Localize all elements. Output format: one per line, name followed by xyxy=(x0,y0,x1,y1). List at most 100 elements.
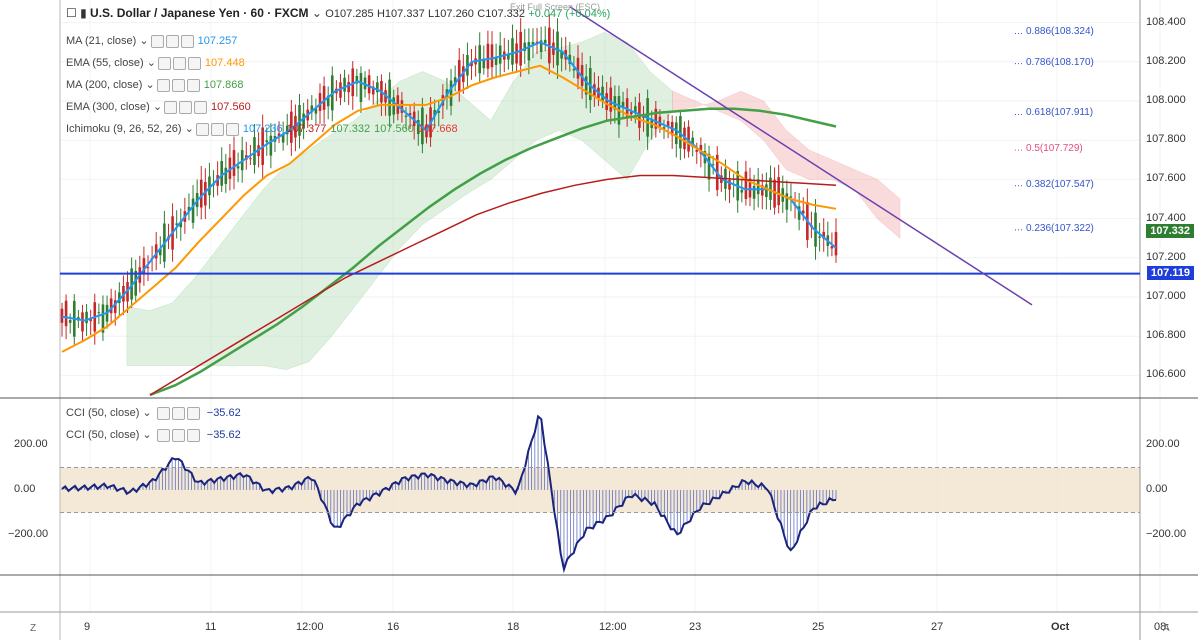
x-tick-label: 18 xyxy=(507,621,520,633)
chart-header: ☐ ▮ U.S. Dollar / Japanese Yen · 60 · FX… xyxy=(66,6,610,20)
eye-icon[interactable] xyxy=(156,406,170,420)
cci-pane xyxy=(61,414,837,574)
indicator-legend[interactable]: MA (21, close) ⌄ 107.257 xyxy=(66,34,237,48)
auto-scale-button[interactable]: A xyxy=(1163,623,1170,634)
indicator-legend[interactable]: EMA (55, close) ⌄ 107.448 xyxy=(66,56,245,70)
fib-level-label: 0.5(107.729) xyxy=(1026,143,1083,155)
chevron-down-icon[interactable]: ⌄ xyxy=(311,6,326,20)
collapse-icon[interactable]: ☐ xyxy=(66,6,81,20)
y-tick-label: 106.600 xyxy=(1146,368,1186,381)
indicator-legend[interactable]: Ichimoku (9, 26, 52, 26) ⌄ 107.236 107.377… xyxy=(66,122,458,136)
eye-icon[interactable] xyxy=(195,122,209,136)
candle-body xyxy=(470,61,473,67)
candle-body xyxy=(498,45,502,64)
close-icon[interactable] xyxy=(186,406,200,420)
eye-icon[interactable] xyxy=(156,428,170,442)
gear-icon[interactable] xyxy=(179,100,193,114)
change-value: +0.047 (+0.04%) xyxy=(528,8,611,20)
candle-body xyxy=(224,167,228,184)
eye-icon[interactable] xyxy=(156,78,170,92)
candle-body xyxy=(478,45,482,74)
trend-line xyxy=(569,6,1033,306)
candle-body xyxy=(134,270,138,296)
exit-fullscreen-hint[interactable]: Exit Full Screen (ESC) xyxy=(510,2,601,12)
gear-icon[interactable] xyxy=(210,122,224,136)
close-icon[interactable] xyxy=(225,122,239,136)
fib-level-label: 0.382(107.547) xyxy=(1026,178,1094,190)
x-tick-label: 12:00 xyxy=(296,621,324,633)
indicator-lines xyxy=(61,41,837,397)
candle-body xyxy=(314,108,318,114)
candle-body xyxy=(789,196,793,198)
candle-body xyxy=(760,185,764,196)
candle-body xyxy=(490,44,494,68)
candle-body xyxy=(634,106,637,114)
y-tick-label: 107.400 xyxy=(1146,211,1186,224)
candle-body xyxy=(556,31,559,66)
last-price-tag: 107.332 xyxy=(1146,223,1194,238)
candle-body xyxy=(81,312,84,332)
indicator-label: MA (21, close) ⌄ xyxy=(66,35,149,47)
close-icon[interactable] xyxy=(180,34,194,48)
candle-body xyxy=(281,133,285,143)
candle-body xyxy=(834,232,838,256)
candle-body xyxy=(707,153,711,180)
candle-body xyxy=(527,42,531,61)
close-icon[interactable] xyxy=(186,428,200,442)
symbol-title[interactable]: U.S. Dollar / Japanese Yen · 60 · FXCM xyxy=(90,6,309,20)
x-tick-label: 9 xyxy=(84,621,91,633)
candle-body xyxy=(371,86,375,95)
zoom-corner[interactable]: Z xyxy=(30,623,37,634)
candle-body xyxy=(343,77,346,92)
candle-body xyxy=(494,57,498,65)
indicator-label: Ichimoku (9, 26, 52, 26) ⌄ xyxy=(66,123,194,135)
gear-icon[interactable] xyxy=(165,34,179,48)
cci-legend-1[interactable]: CCI (50, close) ⌄ −35.62 xyxy=(66,406,241,420)
candle-body xyxy=(674,122,678,145)
candle-body xyxy=(376,82,379,93)
indicator-legend[interactable]: EMA (300, close) ⌄ 107.560 xyxy=(66,100,251,114)
candle-body xyxy=(572,68,576,71)
indicator-value: 107.236 xyxy=(242,123,283,135)
close-icon[interactable] xyxy=(187,56,201,70)
indicator-value: 107.257 xyxy=(197,35,238,47)
gear-icon[interactable] xyxy=(171,428,185,442)
indicator-value: 107.560 xyxy=(374,123,414,135)
candle-body xyxy=(711,164,715,166)
gear-icon[interactable] xyxy=(171,406,185,420)
candle-body xyxy=(658,116,662,127)
ma200-line xyxy=(149,107,837,397)
candle-body xyxy=(679,116,682,149)
indicator-value: 107.448 xyxy=(204,57,245,69)
eye-icon[interactable] xyxy=(150,34,164,48)
candle-body xyxy=(228,157,232,179)
candle-body xyxy=(531,41,535,46)
eye-icon[interactable] xyxy=(164,100,178,114)
x-tick-label: 25 xyxy=(812,621,825,633)
candle-body xyxy=(60,308,64,323)
x-tick-label: 11 xyxy=(205,621,217,633)
candle-body xyxy=(277,133,281,137)
candle-body xyxy=(588,68,592,100)
candle-body xyxy=(601,86,604,101)
cci-tick-label: −200.00 xyxy=(8,528,49,540)
indicator-legend[interactable]: MA (200, close) ⌄ 107.868 xyxy=(66,78,243,92)
candle-body xyxy=(621,101,625,109)
indicator-label: EMA (300, close) ⌄ xyxy=(66,101,163,113)
close-icon[interactable] xyxy=(194,100,208,114)
indicator-value: 107.332 xyxy=(330,123,371,135)
gear-icon[interactable] xyxy=(171,78,185,92)
candle-body xyxy=(654,108,658,129)
cci-legend-2[interactable]: CCI (50, close) ⌄ −35.62 xyxy=(66,428,241,442)
candle-body xyxy=(187,206,191,212)
gear-icon[interactable] xyxy=(172,56,186,70)
close-icon[interactable] xyxy=(186,78,200,92)
candle-body xyxy=(576,57,580,79)
fib-level-label: 0.786(108.170) xyxy=(1026,56,1094,68)
x-tick-label: 08: xyxy=(1154,621,1170,633)
candle-body xyxy=(822,231,826,239)
eye-icon[interactable] xyxy=(157,56,171,70)
candle-body xyxy=(298,105,301,136)
